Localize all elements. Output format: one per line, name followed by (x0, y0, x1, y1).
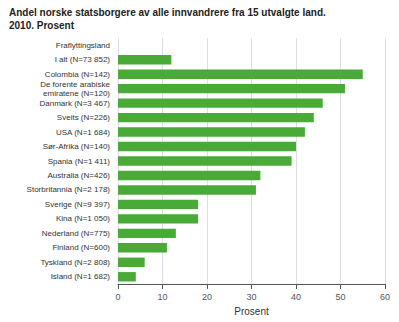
svg-text:Fraflyttingsland: Fraflyttingsland (56, 41, 110, 50)
svg-text:Finland (N=600): Finland (N=600) (52, 243, 110, 252)
svg-text:Andel norske statsborgere av a: Andel norske statsborgere av alle innvan… (9, 7, 326, 18)
svg-text:Sør-Afrika (N=140): Sør-Afrika (N=140) (43, 142, 111, 151)
svg-text:Storbritannia (N=2 178): Storbritannia (N=2 178) (27, 185, 111, 194)
svg-text:Sveits (N=226): Sveits (N=226) (57, 113, 110, 122)
svg-text:Prosent: Prosent (234, 306, 269, 317)
svg-text:Kina (N=1 050): Kina (N=1 050) (56, 214, 110, 223)
svg-text:Spania (N=1 411): Spania (N=1 411) (48, 157, 111, 166)
svg-text:Colombia (N=142): Colombia (N=142) (45, 70, 110, 79)
svg-text:20: 20 (202, 292, 212, 302)
svg-text:De forente arabiske: De forente arabiske (40, 80, 110, 89)
svg-text:emiratene (N=120): emiratene (N=120) (43, 89, 110, 98)
svg-text:30: 30 (246, 292, 256, 302)
svg-text:Danmark (N=3 467): Danmark (N=3 467) (40, 99, 111, 108)
svg-text:0: 0 (115, 292, 120, 302)
svg-text:40: 40 (291, 292, 301, 302)
svg-text:60: 60 (380, 292, 390, 302)
svg-text:USA (N=1 684): USA (N=1 684) (56, 128, 110, 137)
svg-text:50: 50 (335, 292, 345, 302)
svg-text:2010. Prosent: 2010. Prosent (9, 20, 75, 31)
svg-text:I alt (N=73 852): I alt (N=73 852) (55, 55, 111, 64)
svg-text:Nederland (N=775): Nederland (N=775) (42, 229, 111, 238)
svg-text:Australia (N=426): Australia (N=426) (48, 171, 111, 180)
svg-text:10: 10 (157, 292, 167, 302)
svg-text:Island (N=1 682): Island (N=1 682) (51, 272, 111, 281)
svg-text:Sverige (N=9 397): Sverige (N=9 397) (45, 200, 110, 209)
svg-text:Tyskland (N=2 808): Tyskland (N=2 808) (40, 258, 110, 267)
